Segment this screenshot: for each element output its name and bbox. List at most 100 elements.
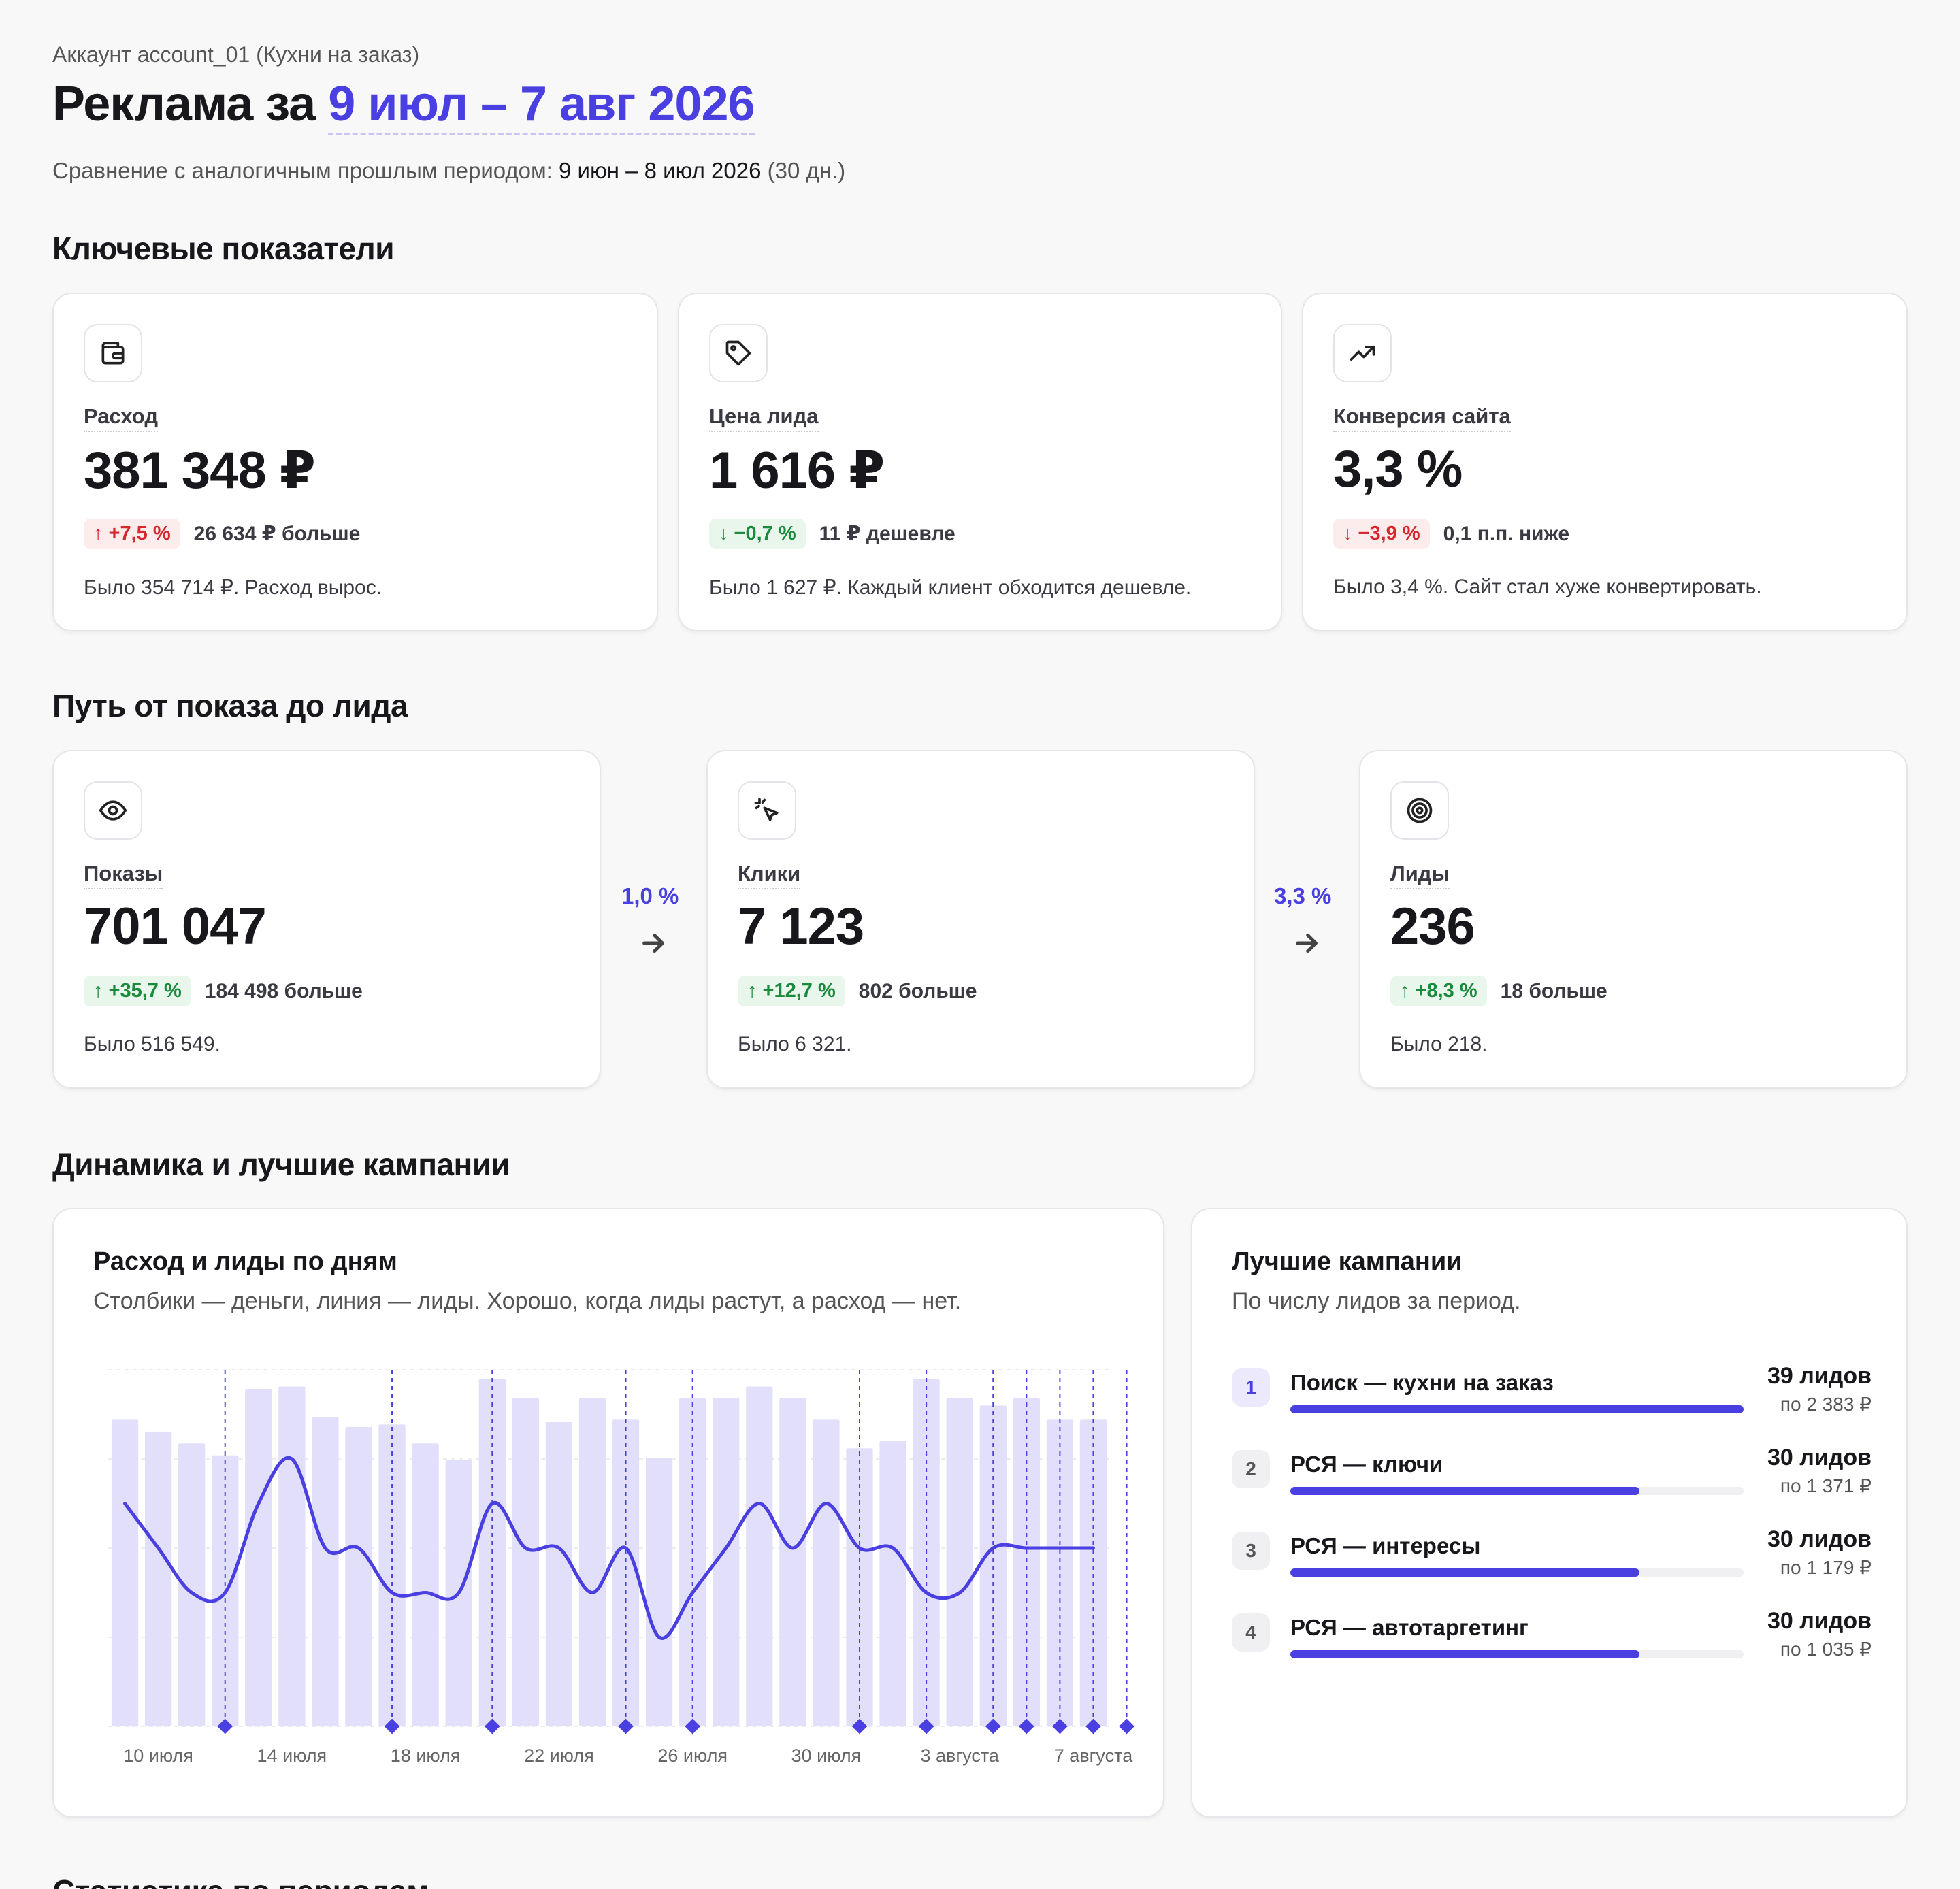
top-campaigns-panel: Лучшие кампании По числу лидов за период… xyxy=(1191,1208,1908,1818)
kpi-label: Конверсия сайта xyxy=(1333,404,1511,432)
delta-text: 26 634 ₽ больше xyxy=(193,523,361,545)
campaign-share-bar xyxy=(1290,1487,1744,1495)
campaign-cost-per-lead: по 1 035 ₽ xyxy=(1780,1639,1872,1660)
arrow-right-icon xyxy=(1296,933,1318,953)
kpi-value: 7 123 xyxy=(738,898,864,955)
delta-text: 802 больше xyxy=(858,979,977,1002)
campaign-share-fill xyxy=(1290,1405,1744,1413)
event-marker xyxy=(851,1718,868,1735)
spend-bar xyxy=(879,1441,906,1726)
x-tick-label: 3 августа xyxy=(920,1745,999,1766)
leads-line xyxy=(123,1456,1095,1640)
event-marker xyxy=(384,1718,400,1735)
spend-bar xyxy=(144,1431,172,1726)
x-tick-label: 18 июля xyxy=(391,1745,461,1766)
spend-bar xyxy=(345,1426,372,1726)
x-tick-label: 10 июля xyxy=(123,1745,193,1766)
kpi-label: Показы xyxy=(84,861,163,889)
kpi-value: 381 348 ₽ xyxy=(84,442,316,499)
campaign-rank: 2 xyxy=(1232,1450,1270,1488)
change-badge: ↑ +7,5 % xyxy=(84,519,180,549)
arrow-right-icon xyxy=(642,933,664,953)
campaign-name: РСЯ — автотаргетинг xyxy=(1290,1615,1529,1640)
campaign-cost-per-lead: по 2 383 ₽ xyxy=(1780,1394,1872,1415)
spend-bar xyxy=(545,1422,573,1726)
kpi-label: Лиды xyxy=(1390,861,1450,889)
campaign-share-bar xyxy=(1290,1650,1744,1658)
spend-bar xyxy=(278,1386,306,1726)
spend-bar xyxy=(645,1458,673,1726)
spend-bar xyxy=(779,1398,806,1726)
funnel-card-leads: Лиды 236 ↑ +8,3 % 18 больше Было 218. xyxy=(1359,750,1908,1089)
spend-bar xyxy=(679,1398,706,1726)
funnel-rate-conversion: 3,3 % xyxy=(1274,883,1332,908)
campaign-share-fill xyxy=(1290,1650,1639,1658)
tag-icon xyxy=(709,324,768,382)
campaign-rank: 4 xyxy=(1232,1613,1270,1652)
comparison-dates: 9 июн – 8 июл 2026 xyxy=(559,158,762,183)
kpi-card-spend: Расход 381 348 ₽ ↑ +7,5 % 26 634 ₽ больш… xyxy=(52,293,658,631)
date-range-picker[interactable]: 9 июл – 7 авг 2026 xyxy=(328,77,755,135)
kpi-label: Клики xyxy=(738,861,801,889)
spend-bar xyxy=(412,1443,439,1726)
account-label: Аккаунт account_01 (Кухни на заказ) xyxy=(52,42,420,67)
campaign-share-fill xyxy=(1290,1487,1639,1495)
campaign-row[interactable]: 1 Поиск — кухни на заказ 39 лидов по 2 383 … xyxy=(1232,1359,1872,1427)
spend-bar xyxy=(846,1448,873,1726)
comparison-prefix: Сравнение с аналогичным прошлым периодом… xyxy=(52,158,559,183)
event-marker xyxy=(685,1718,700,1735)
campaign-row[interactable]: 4 РСЯ — автотаргетинг 30 лидов по 1 035 ₽ xyxy=(1232,1604,1872,1672)
change-badge: ↓ −0,7 % xyxy=(709,519,806,549)
event-marker xyxy=(918,1718,934,1735)
campaigns-title: Лучшие кампании xyxy=(1232,1247,1463,1276)
spend-leads-chart: 10 июля 14 июля 18 июля 22 июля 26 июля 30 ию… xyxy=(108,1369,1134,1766)
spend-bar xyxy=(813,1419,840,1726)
section-title-stats: Статистика по периодам xyxy=(52,1873,429,1889)
previous-value-note: Было 516 549. xyxy=(84,1033,220,1055)
event-marker xyxy=(985,1718,1001,1735)
kpi-value: 236 xyxy=(1390,898,1475,955)
campaign-cost-per-lead: по 1 179 ₽ xyxy=(1780,1557,1872,1578)
x-tick-label: 7 августа xyxy=(1054,1745,1133,1766)
spend-bar xyxy=(946,1398,973,1726)
event-marker xyxy=(618,1718,634,1735)
kpi-card-cost-per-lead: Цена лида 1 616 ₽ ↓ −0,7 % 11 ₽ дешевле … xyxy=(678,293,1282,631)
campaign-row[interactable]: 3 РСЯ — интересы 30 лидов по 1 179 ₽ xyxy=(1232,1522,1872,1590)
spend-bar xyxy=(178,1443,206,1726)
x-tick-label: 14 июля xyxy=(257,1745,327,1766)
kpi-value: 3,3 % xyxy=(1333,440,1463,498)
event-marker xyxy=(1119,1718,1134,1735)
spend-bar xyxy=(578,1398,606,1726)
campaign-cost-per-lead: по 1 371 ₽ xyxy=(1780,1475,1872,1496)
campaign-leads: 30 лидов xyxy=(1767,1445,1872,1471)
spend-bar xyxy=(612,1419,640,1726)
kpi-label: Цена лида xyxy=(709,404,819,432)
section-title-dynamics: Динамика и лучшие кампании xyxy=(52,1147,510,1182)
delta-text: 18 больше xyxy=(1500,979,1607,1002)
eye-icon xyxy=(84,781,142,840)
campaigns-subtitle: По числу лидов за период. xyxy=(1232,1288,1521,1314)
spend-bar xyxy=(111,1419,139,1726)
delta-text: 0,1 п.п. ниже xyxy=(1443,522,1570,545)
chart-subtitle: Столбики — деньги, линия — лиды. Хорошо,… xyxy=(93,1288,962,1314)
campaign-share-fill xyxy=(1290,1568,1639,1577)
campaign-rank: 3 xyxy=(1232,1532,1270,1570)
previous-value-note: Было 218. xyxy=(1390,1033,1488,1055)
campaign-row[interactable]: 2 РСЯ — ключи 30 лидов по 1 371 ₽ xyxy=(1232,1441,1872,1509)
page-title-prefix: Реклама за xyxy=(52,77,329,131)
funnel-card-impressions: Показы 701 047 ↑ +35,7 % 184 498 больше … xyxy=(52,750,601,1089)
previous-value-note: Было 1 627 ₽. Каждый клиент обходится де… xyxy=(709,576,1192,599)
spend-bar xyxy=(713,1398,740,1726)
campaign-name: РСЯ — ключи xyxy=(1290,1451,1443,1477)
chart-title: Расход и лиды по дням xyxy=(93,1247,397,1276)
kpi-value: 1 616 ₽ xyxy=(709,442,885,499)
campaign-share-bar xyxy=(1290,1405,1744,1413)
delta-text: 11 ₽ дешевле xyxy=(819,523,956,545)
comparison-note: Сравнение с аналогичным прошлым периодом… xyxy=(52,158,845,184)
change-badge: ↑ +12,7 % xyxy=(738,976,845,1006)
comparison-suffix: (30 дн.) xyxy=(761,158,846,183)
event-marker xyxy=(1019,1718,1034,1735)
spend-bar xyxy=(245,1388,272,1726)
campaign-share-bar xyxy=(1290,1568,1744,1577)
spend-bar xyxy=(746,1386,773,1726)
